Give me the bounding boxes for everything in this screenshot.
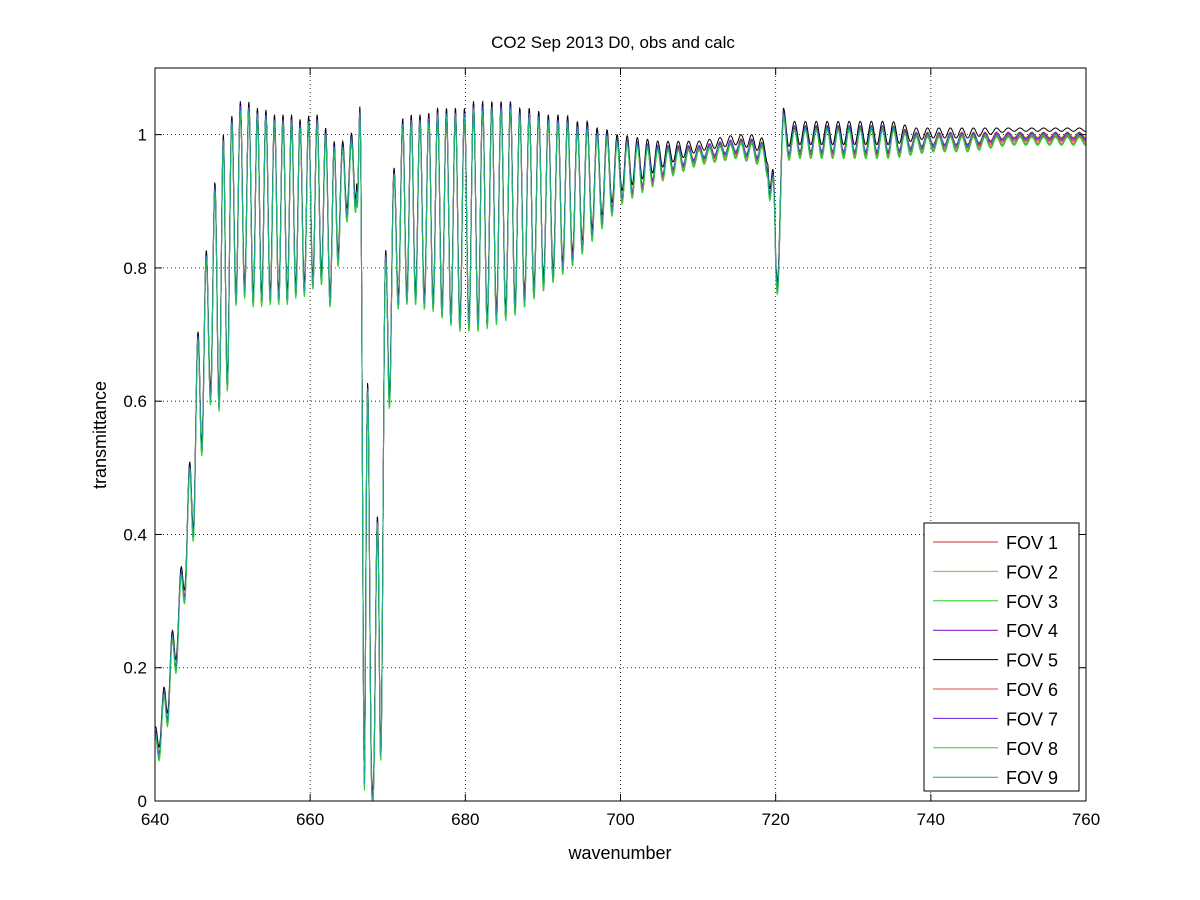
y-tick-label: 1 (138, 126, 147, 145)
x-tick-label: 640 (141, 810, 169, 829)
legend-label: FOV 4 (1006, 621, 1058, 641)
series-line-fov-9 (155, 107, 1086, 801)
chart-title: CO2 Sep 2013 D0, obs and calc (491, 33, 735, 52)
legend-label: FOV 2 (1006, 562, 1058, 582)
legend-label: FOV 8 (1006, 739, 1058, 759)
x-axis-label: wavenumber (567, 843, 671, 863)
legend-label: FOV 3 (1006, 592, 1058, 612)
x-tick-label: 740 (917, 810, 945, 829)
y-tick-label: 0.4 (123, 525, 147, 544)
series-line-fov-8 (155, 109, 1086, 801)
legend: FOV 1 FOV 2 FOV 3 FOV 4 FOV 5 FOV 6 FOV 7 FOV 8… (923, 522, 1080, 792)
axis-ticks: 640 660 680 700 720 740 760 0 0.2 0.4 0.6 0.8 1 (123, 68, 1100, 829)
y-tick-label: 0.8 (123, 259, 147, 278)
legend-label: FOV 1 (1006, 533, 1058, 553)
series-lines (155, 99, 1086, 801)
y-tick-label: 0.6 (123, 392, 147, 411)
x-tick-label: 720 (761, 810, 789, 829)
x-tick-label: 660 (296, 810, 324, 829)
y-axis-label: transmittance (90, 381, 110, 489)
y-tick-label: 0.2 (123, 659, 147, 678)
legend-label: FOV 7 (1006, 709, 1058, 729)
legend-label: FOV 9 (1006, 768, 1058, 788)
x-tick-label: 700 (606, 810, 634, 829)
legend-label: FOV 6 (1006, 680, 1058, 700)
legend-label: FOV 5 (1006, 651, 1058, 671)
x-tick-label: 680 (451, 810, 479, 829)
y-tick-label: 0 (138, 792, 147, 811)
legend-box (923, 522, 1080, 792)
x-tick-label: 760 (1072, 810, 1100, 829)
